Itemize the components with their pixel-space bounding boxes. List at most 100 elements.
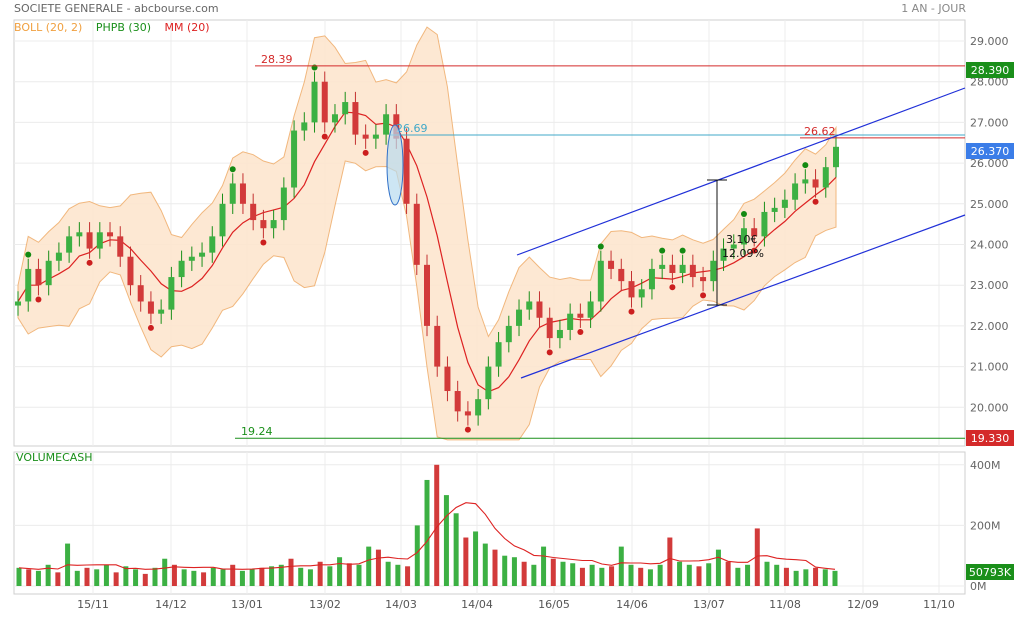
phpb-low-dot bbox=[628, 308, 635, 315]
volume-bar bbox=[142, 573, 148, 586]
volume-bar bbox=[550, 558, 556, 586]
candle-body bbox=[158, 309, 165, 314]
candle-body bbox=[229, 183, 236, 204]
candle-body bbox=[188, 256, 195, 261]
volume-bar bbox=[541, 546, 547, 586]
volume-bar bbox=[337, 557, 343, 586]
price-level-label: 26.62 bbox=[804, 125, 836, 138]
candle-body bbox=[311, 81, 318, 123]
volume-bar bbox=[599, 567, 605, 586]
candle-body bbox=[464, 411, 471, 416]
phpb-high-dot bbox=[740, 210, 747, 217]
volume-bar bbox=[181, 569, 187, 586]
volume-bar bbox=[35, 570, 41, 586]
phpb-low-dot bbox=[321, 133, 328, 140]
candle-body bbox=[587, 301, 594, 318]
volume-bar bbox=[754, 528, 760, 586]
candle-body bbox=[15, 301, 21, 306]
x-tick-label: 13/01 bbox=[231, 598, 263, 611]
volume-bar bbox=[288, 558, 294, 586]
candle-body bbox=[689, 264, 696, 278]
volume-bar bbox=[210, 567, 216, 586]
volume-bar bbox=[113, 572, 119, 586]
volume-bar bbox=[715, 549, 721, 586]
volume-bar bbox=[774, 564, 780, 586]
candle-body bbox=[168, 277, 175, 310]
volume-bar bbox=[638, 567, 644, 586]
volume-bar bbox=[473, 531, 479, 586]
axis-badge-label: 26.370 bbox=[971, 145, 1010, 158]
candle-body bbox=[383, 114, 390, 135]
volume-bar bbox=[162, 558, 168, 586]
phpb-high-dot bbox=[25, 251, 32, 258]
trend-channel-upper bbox=[516, 87, 966, 256]
volume-bar bbox=[45, 564, 51, 586]
candle-body bbox=[107, 232, 114, 237]
volume-moving-average bbox=[18, 502, 836, 570]
candle-body bbox=[239, 183, 246, 204]
candle-body bbox=[321, 81, 328, 123]
candle-body bbox=[833, 146, 839, 168]
y-tick-label: 24.000 bbox=[970, 239, 1009, 252]
candle-body bbox=[597, 260, 604, 302]
phpb-low-dot bbox=[362, 149, 369, 156]
volume-bar bbox=[735, 567, 741, 586]
phpb-high-dot bbox=[659, 247, 666, 254]
phpb-low-dot bbox=[86, 259, 93, 266]
axis-badge bbox=[966, 62, 1014, 78]
candle-body bbox=[413, 203, 420, 265]
volume-bar bbox=[696, 566, 702, 586]
volume-bar bbox=[453, 513, 459, 586]
price-level-label: 19.24 bbox=[241, 425, 273, 438]
volume-badge bbox=[966, 564, 1014, 580]
x-tick-label: 13/07 bbox=[693, 598, 725, 611]
volume-tick-label: 200M bbox=[970, 519, 1001, 532]
candle-body bbox=[147, 301, 154, 314]
phpb-low-dot bbox=[577, 329, 584, 336]
phpb-low-dot bbox=[35, 296, 42, 303]
candle-body bbox=[331, 114, 338, 123]
x-tick-label: 13/02 bbox=[309, 598, 341, 611]
y-tick-label: 23.000 bbox=[970, 279, 1009, 292]
candle-body bbox=[454, 391, 461, 412]
candle-body bbox=[137, 285, 144, 302]
candle-body bbox=[567, 313, 574, 330]
volume-bar bbox=[618, 546, 624, 586]
volume-bar bbox=[123, 566, 129, 586]
axis-badge bbox=[966, 430, 1014, 446]
volume-bar bbox=[103, 564, 109, 586]
candle-body bbox=[618, 268, 625, 282]
volume-panel-frame bbox=[13, 451, 966, 595]
volume-bar bbox=[16, 567, 22, 586]
candle-body bbox=[362, 134, 369, 139]
candle-body bbox=[127, 256, 134, 286]
chart-title: SOCIETE GENERALE - abcbourse.com bbox=[14, 2, 219, 15]
volume-bar bbox=[249, 569, 255, 586]
volume-bar bbox=[269, 566, 275, 586]
volume-bar bbox=[745, 564, 751, 586]
candle-body bbox=[96, 232, 103, 249]
candle-body bbox=[505, 325, 512, 343]
candle-body bbox=[444, 366, 451, 392]
volume-bar bbox=[502, 555, 508, 586]
legend-boll: BOLL (20, 2) bbox=[14, 21, 83, 34]
candle-body bbox=[55, 252, 62, 261]
candle-body bbox=[802, 179, 809, 184]
volume-bar bbox=[706, 563, 712, 586]
volume-bar bbox=[201, 572, 207, 586]
candle-body bbox=[270, 220, 277, 229]
candle-body bbox=[720, 248, 727, 261]
range-measure-amount: 3.10€ bbox=[726, 233, 758, 246]
legend-mm: MM (20) bbox=[164, 21, 210, 34]
volume-bar bbox=[405, 566, 411, 586]
candle-body bbox=[495, 342, 502, 367]
volume-bar bbox=[220, 569, 226, 586]
volume-bar bbox=[74, 570, 80, 586]
volume-bar bbox=[375, 549, 381, 586]
y-tick-label: 25.000 bbox=[970, 198, 1009, 211]
volume-bar bbox=[152, 567, 158, 586]
candle-body bbox=[781, 199, 788, 208]
candle-body bbox=[536, 301, 543, 318]
x-tick-label: 14/06 bbox=[616, 598, 648, 611]
